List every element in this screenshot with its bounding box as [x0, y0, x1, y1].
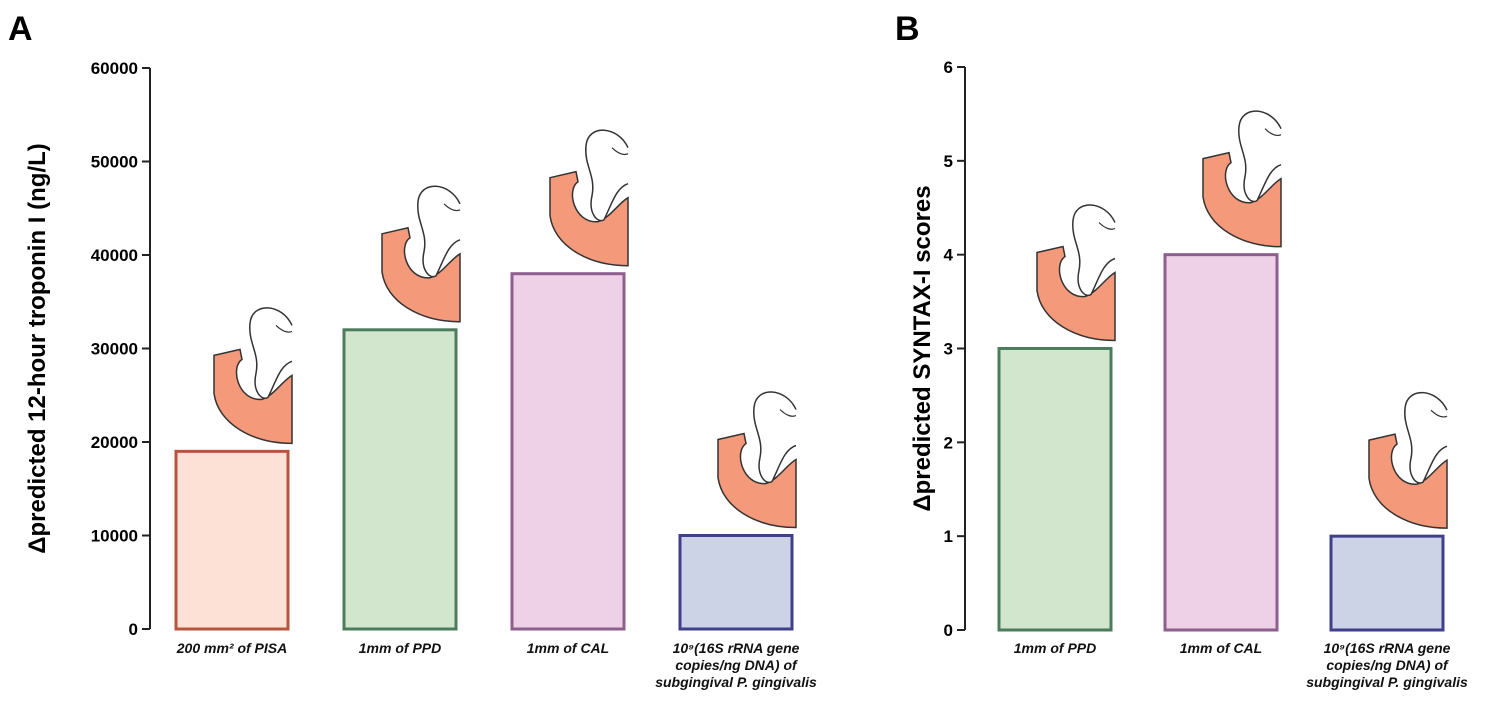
x-tick-label: 200 mm² of PISA: [147, 640, 317, 657]
x-tick-label: 10⁹(16S rRNA gene copies/ng DNA) of subg…: [1302, 640, 1472, 691]
y-axis-label: Δpredicted 12-hour troponin I (ng/L): [24, 143, 51, 554]
y-tick-label: 1: [944, 527, 953, 546]
x-tick-label: 1mm of CAL: [483, 640, 653, 657]
y-tick-label: 4: [944, 246, 954, 265]
x-tick-label: 1mm of CAL: [1136, 640, 1306, 657]
bar: [999, 349, 1111, 631]
tooth-icon: [718, 392, 796, 528]
y-tick-label: 30000: [91, 340, 138, 359]
y-tick-label: 60000: [91, 59, 138, 78]
y-tick-label: 40000: [91, 246, 138, 265]
y-tick-label: 5: [944, 152, 953, 171]
bar: [512, 274, 624, 629]
panel-label: A: [8, 10, 33, 48]
tooth-icon: [1369, 393, 1447, 529]
tooth-icon: [1203, 111, 1281, 247]
tooth-icon: [550, 130, 628, 266]
y-tick-label: 0: [129, 620, 138, 639]
y-tick-label: 2: [944, 433, 953, 452]
y-tick-label: 50000: [91, 153, 138, 172]
y-tick-label: 3: [944, 340, 953, 359]
tooth-icon: [214, 308, 292, 444]
bar: [680, 536, 792, 630]
x-tick-label: 1mm of PPD: [970, 640, 1140, 657]
chart: AΔpredicted 12-hour troponin I (ng/L)010…: [0, 0, 1500, 701]
bar: [176, 451, 288, 629]
figure: AΔpredicted 12-hour troponin I (ng/L)010…: [0, 0, 1500, 701]
tooth-icon: [382, 186, 460, 322]
y-tick-label: 6: [944, 58, 953, 77]
x-tick-label: 10⁹(16S rRNA gene copies/ng DNA) of subg…: [651, 640, 821, 691]
y-tick-label: 20000: [91, 433, 138, 452]
bar: [1165, 255, 1277, 630]
bar: [344, 330, 456, 629]
panel-label: B: [895, 10, 920, 48]
x-tick-label: 1mm of PPD: [315, 640, 485, 657]
y-axis-label: Δpredicted SYNTAX-I scores: [909, 185, 936, 511]
y-tick-label: 10000: [91, 527, 138, 546]
bar: [1331, 536, 1443, 630]
tooth-icon: [1037, 205, 1115, 341]
y-tick-label: 0: [944, 621, 953, 640]
